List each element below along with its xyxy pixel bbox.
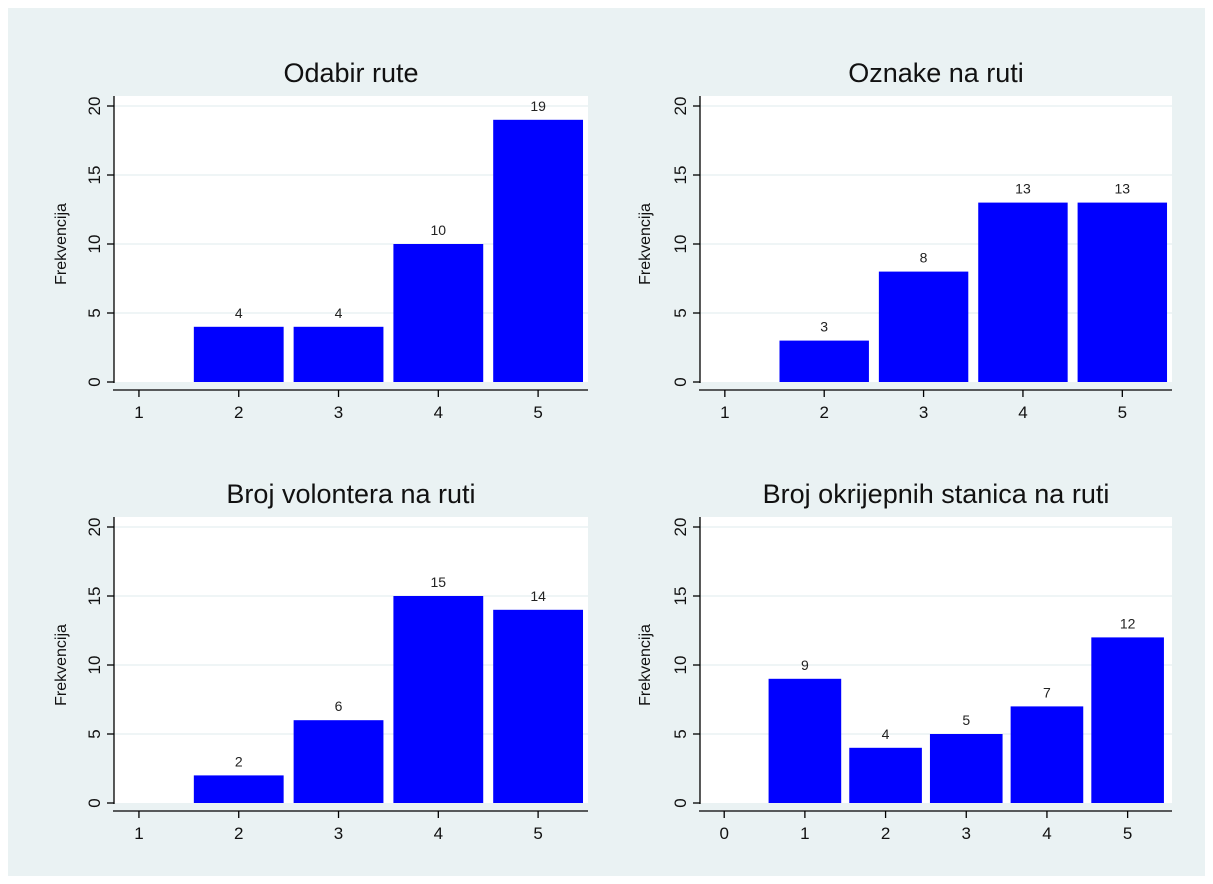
chart-title: Broj okrijepnih stanica na ruti — [763, 479, 1110, 509]
y-tick-label: 15 — [671, 587, 690, 606]
x-tick-label: 5 — [533, 403, 542, 422]
bar — [978, 202, 1068, 382]
data-label: 4 — [882, 726, 890, 742]
data-label: 15 — [431, 574, 447, 590]
bar — [1091, 637, 1164, 803]
chart-title: Odabir rute — [283, 58, 418, 88]
bar — [193, 326, 284, 382]
data-label: 5 — [962, 712, 970, 728]
x-tick-label: 1 — [134, 824, 143, 843]
x-tick-label: 4 — [434, 824, 443, 843]
x-tick-label: 0 — [719, 824, 728, 843]
x-tick-label: 1 — [720, 403, 729, 422]
data-label: 6 — [335, 698, 343, 714]
bar — [393, 244, 484, 382]
y-tick-label: 0 — [85, 798, 104, 807]
y-tick-label: 15 — [85, 587, 104, 606]
bar — [878, 271, 969, 382]
x-tick-label: 2 — [881, 824, 890, 843]
x-tick-label: 5 — [1123, 824, 1132, 843]
bar — [929, 734, 1003, 803]
x-tick-label: 5 — [533, 824, 542, 843]
data-label: 2 — [235, 753, 243, 769]
bar — [1010, 706, 1084, 803]
y-axis-label: Frekvencija — [53, 203, 70, 285]
y-tick-label: 15 — [671, 166, 690, 185]
x-tick-label: 2 — [234, 824, 243, 843]
bar — [493, 609, 584, 803]
x-tick-label: 3 — [334, 824, 343, 843]
y-tick-label: 0 — [671, 798, 690, 807]
data-label: 13 — [1115, 181, 1131, 197]
y-tick-label: 10 — [85, 656, 104, 675]
y-tick-label: 10 — [671, 235, 690, 254]
bar — [493, 119, 584, 383]
y-axis-label: Frekvencija — [637, 624, 654, 706]
y-tick-label: 15 — [85, 166, 104, 185]
y-tick-label: 5 — [85, 729, 104, 738]
x-tick-label: 2 — [234, 403, 243, 422]
bar — [768, 678, 842, 803]
x-tick-label: 3 — [919, 403, 928, 422]
bar — [779, 340, 869, 382]
chart-title: Oznake na ruti — [848, 58, 1024, 88]
bar — [293, 326, 384, 382]
x-tick-label: 2 — [819, 403, 828, 422]
bar — [193, 775, 284, 803]
data-label: 13 — [1015, 181, 1031, 197]
y-tick-label: 0 — [85, 377, 104, 386]
bar — [1077, 202, 1168, 382]
y-tick-label: 10 — [671, 656, 690, 675]
y-tick-label: 20 — [671, 97, 690, 116]
data-label: 7 — [1043, 684, 1051, 700]
chart-panel-3: 2 6 15 14 0 5 10 15 20 1 2 3 4 5 Frekvencija Broj volon… — [53, 479, 588, 843]
x-tick-label: 4 — [1042, 824, 1051, 843]
chart-panel-1: 4 4 10 19 0 5 10 15 20 1 2 3 4 5 Frekvencija Odabir rut… — [53, 58, 588, 422]
data-label: 4 — [235, 305, 243, 321]
bar — [393, 596, 484, 803]
x-tick-label: 3 — [334, 403, 343, 422]
x-tick-label: 1 — [134, 403, 143, 422]
y-tick-label: 10 — [85, 235, 104, 254]
y-tick-label: 20 — [85, 97, 104, 116]
data-label: 14 — [530, 588, 546, 604]
bar — [849, 747, 922, 803]
data-label: 3 — [820, 319, 828, 335]
y-axis-label: Frekvencija — [53, 624, 70, 706]
y-tick-label: 0 — [671, 377, 690, 386]
y-tick-label: 20 — [671, 518, 690, 537]
data-label: 10 — [431, 222, 447, 238]
y-tick-label: 5 — [85, 308, 104, 317]
x-tick-label: 4 — [434, 403, 443, 422]
chart-panel-2: 3 8 13 13 0 5 10 15 20 1 2 3 4 5 Frekvencija Oznake na … — [637, 58, 1172, 422]
x-tick-label: 5 — [1118, 403, 1127, 422]
bar — [293, 720, 384, 803]
y-axis-label: Frekvencija — [637, 203, 654, 285]
data-label: 8 — [920, 250, 928, 266]
chart-title: Broj volontera na ruti — [226, 479, 475, 509]
x-tick-label: 4 — [1018, 403, 1027, 422]
data-label: 12 — [1120, 615, 1136, 631]
data-label: 9 — [801, 657, 809, 673]
data-label: 4 — [335, 305, 343, 321]
y-tick-label: 5 — [671, 308, 690, 317]
x-tick-label: 1 — [800, 824, 809, 843]
x-tick-label: 3 — [962, 824, 971, 843]
data-label: 19 — [530, 98, 546, 114]
y-tick-label: 5 — [671, 729, 690, 738]
y-tick-label: 20 — [85, 518, 104, 537]
